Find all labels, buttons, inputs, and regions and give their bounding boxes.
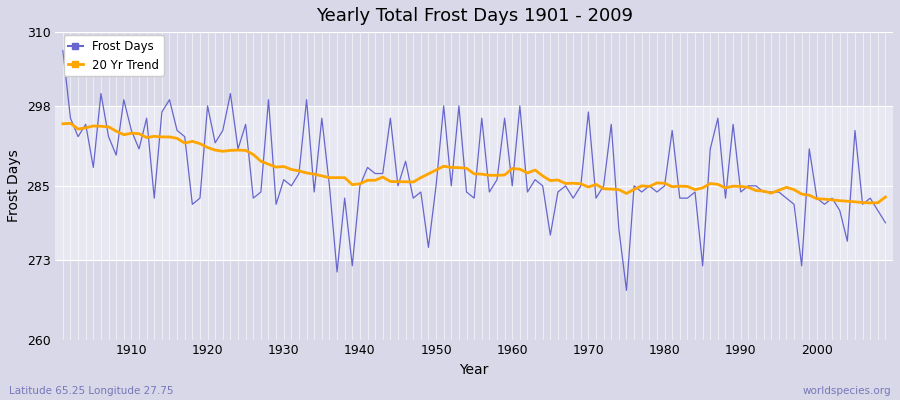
Text: worldspecies.org: worldspecies.org: [803, 386, 891, 396]
Text: Latitude 65.25 Longitude 27.75: Latitude 65.25 Longitude 27.75: [9, 386, 174, 396]
Bar: [55, 106, 893, 260]
Title: Yearly Total Frost Days 1901 - 2009: Yearly Total Frost Days 1901 - 2009: [316, 7, 633, 25]
Legend: Frost Days, 20 Yr Trend: Frost Days, 20 Yr Trend: [64, 35, 164, 76]
X-axis label: Year: Year: [460, 363, 489, 377]
Y-axis label: Frost Days: Frost Days: [7, 150, 21, 222]
